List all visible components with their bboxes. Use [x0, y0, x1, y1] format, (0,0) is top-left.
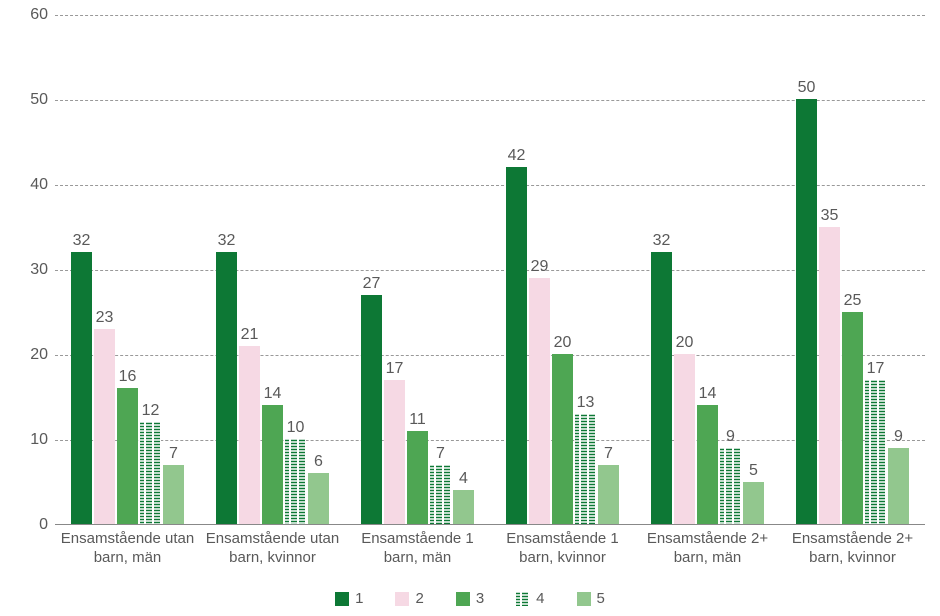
bar	[552, 354, 573, 524]
bar-value-label: 6	[304, 453, 334, 471]
legend-swatch	[456, 592, 470, 606]
gridline	[55, 100, 925, 101]
bar	[674, 354, 695, 524]
bar-value-label: 7	[159, 445, 189, 463]
bar	[140, 422, 161, 524]
bar	[285, 439, 306, 524]
bar-value-label: 5	[739, 462, 769, 480]
bar-value-label: 12	[136, 402, 166, 420]
legend-swatch	[516, 592, 530, 606]
bar-value-label: 4	[449, 470, 479, 488]
bar	[529, 278, 550, 525]
bar	[598, 465, 619, 525]
ytick-label: 20	[0, 346, 48, 364]
x-category-label: Ensamstående 2+ barn, kvinnor	[783, 530, 922, 568]
bar-value-label: 10	[281, 419, 311, 437]
legend-item: 4	[516, 590, 544, 607]
bar-value-label: 17	[861, 360, 891, 378]
bar	[720, 448, 741, 525]
gridline	[55, 270, 925, 271]
legend-item: 1	[335, 590, 363, 607]
bar-value-label: 42	[502, 147, 532, 165]
legend-label: 5	[597, 590, 605, 607]
plot-area: 32 23 16 12 7 32 21 14 10 6 27 17 11 7 4 42 29 20 13 7 32 20 1…	[55, 15, 925, 525]
bar-value-label: 7	[426, 445, 456, 463]
bar	[308, 473, 329, 524]
legend-item: 5	[577, 590, 605, 607]
bar	[842, 312, 863, 525]
legend-item: 3	[456, 590, 484, 607]
bar	[71, 252, 92, 524]
x-category-label: Ensamstående 1 barn, kvinnor	[493, 530, 632, 568]
bar-value-label: 14	[693, 385, 723, 403]
bar-value-label: 50	[792, 79, 822, 97]
bar	[453, 490, 474, 524]
gridline	[55, 15, 925, 16]
bar-value-label: 35	[815, 207, 845, 225]
legend-swatch	[335, 592, 349, 606]
bar-value-label: 23	[90, 309, 120, 327]
gridline	[55, 185, 925, 186]
bar-value-label: 11	[403, 411, 433, 429]
bar-value-label: 16	[113, 368, 143, 386]
bar-value-label: 13	[571, 394, 601, 412]
ytick-label: 60	[0, 6, 48, 24]
bar-value-label: 32	[212, 232, 242, 250]
ytick-label: 50	[0, 91, 48, 109]
bar-value-label: 7	[594, 445, 624, 463]
bar-value-label: 21	[235, 326, 265, 344]
bar-value-label: 27	[357, 275, 387, 293]
bar-value-label: 20	[548, 334, 578, 352]
legend-label: 4	[536, 590, 544, 607]
bar	[796, 99, 817, 524]
legend-swatch	[395, 592, 409, 606]
bar-value-label: 14	[258, 385, 288, 403]
bar-value-label: 25	[838, 292, 868, 310]
bar-value-label: 9	[884, 428, 914, 446]
legend-label: 3	[476, 590, 484, 607]
bar	[239, 346, 260, 525]
bar-value-label: 32	[647, 232, 677, 250]
bar	[865, 380, 886, 525]
bar	[506, 167, 527, 524]
ytick-label: 30	[0, 261, 48, 279]
legend-label: 2	[415, 590, 423, 607]
bar	[819, 227, 840, 525]
x-category-label: Ensamstående 1 barn, män	[348, 530, 487, 568]
legend-label: 1	[355, 590, 363, 607]
gridline	[55, 440, 925, 441]
legend: 1 2 3 4 5	[0, 590, 940, 607]
bar	[743, 482, 764, 525]
bar	[651, 252, 672, 524]
ytick-label: 0	[0, 516, 48, 534]
bar-value-label: 17	[380, 360, 410, 378]
bar	[697, 405, 718, 524]
legend-item: 2	[395, 590, 423, 607]
bar	[384, 380, 405, 525]
x-category-label: Ensamstående utan barn, kvinnor	[203, 530, 342, 568]
bar	[575, 414, 596, 525]
bar-value-label: 9	[716, 428, 746, 446]
gridline	[55, 355, 925, 356]
bar-chart: 3223161273221141062717117442292013732201…	[0, 0, 940, 616]
bar-value-label: 20	[670, 334, 700, 352]
bar	[216, 252, 237, 524]
x-category-label: Ensamstående utan barn, män	[58, 530, 197, 568]
bar	[94, 329, 115, 525]
bar	[888, 448, 909, 525]
bar	[163, 465, 184, 525]
bar-value-label: 32	[67, 232, 97, 250]
ytick-label: 10	[0, 431, 48, 449]
legend-swatch	[577, 592, 591, 606]
bar	[361, 295, 382, 525]
x-category-label: Ensamstående 2+ barn, män	[638, 530, 777, 568]
ytick-label: 40	[0, 176, 48, 194]
bar-value-label: 29	[525, 258, 555, 276]
